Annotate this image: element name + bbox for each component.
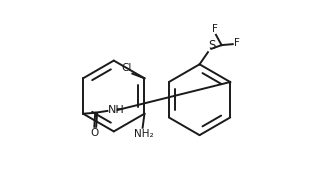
Text: O: O	[91, 128, 99, 138]
Text: S: S	[208, 39, 216, 52]
Text: NH: NH	[108, 105, 124, 115]
Text: F: F	[234, 38, 240, 48]
Text: F: F	[212, 24, 218, 34]
Text: NH₂: NH₂	[134, 129, 154, 139]
Text: Cl: Cl	[121, 63, 131, 73]
